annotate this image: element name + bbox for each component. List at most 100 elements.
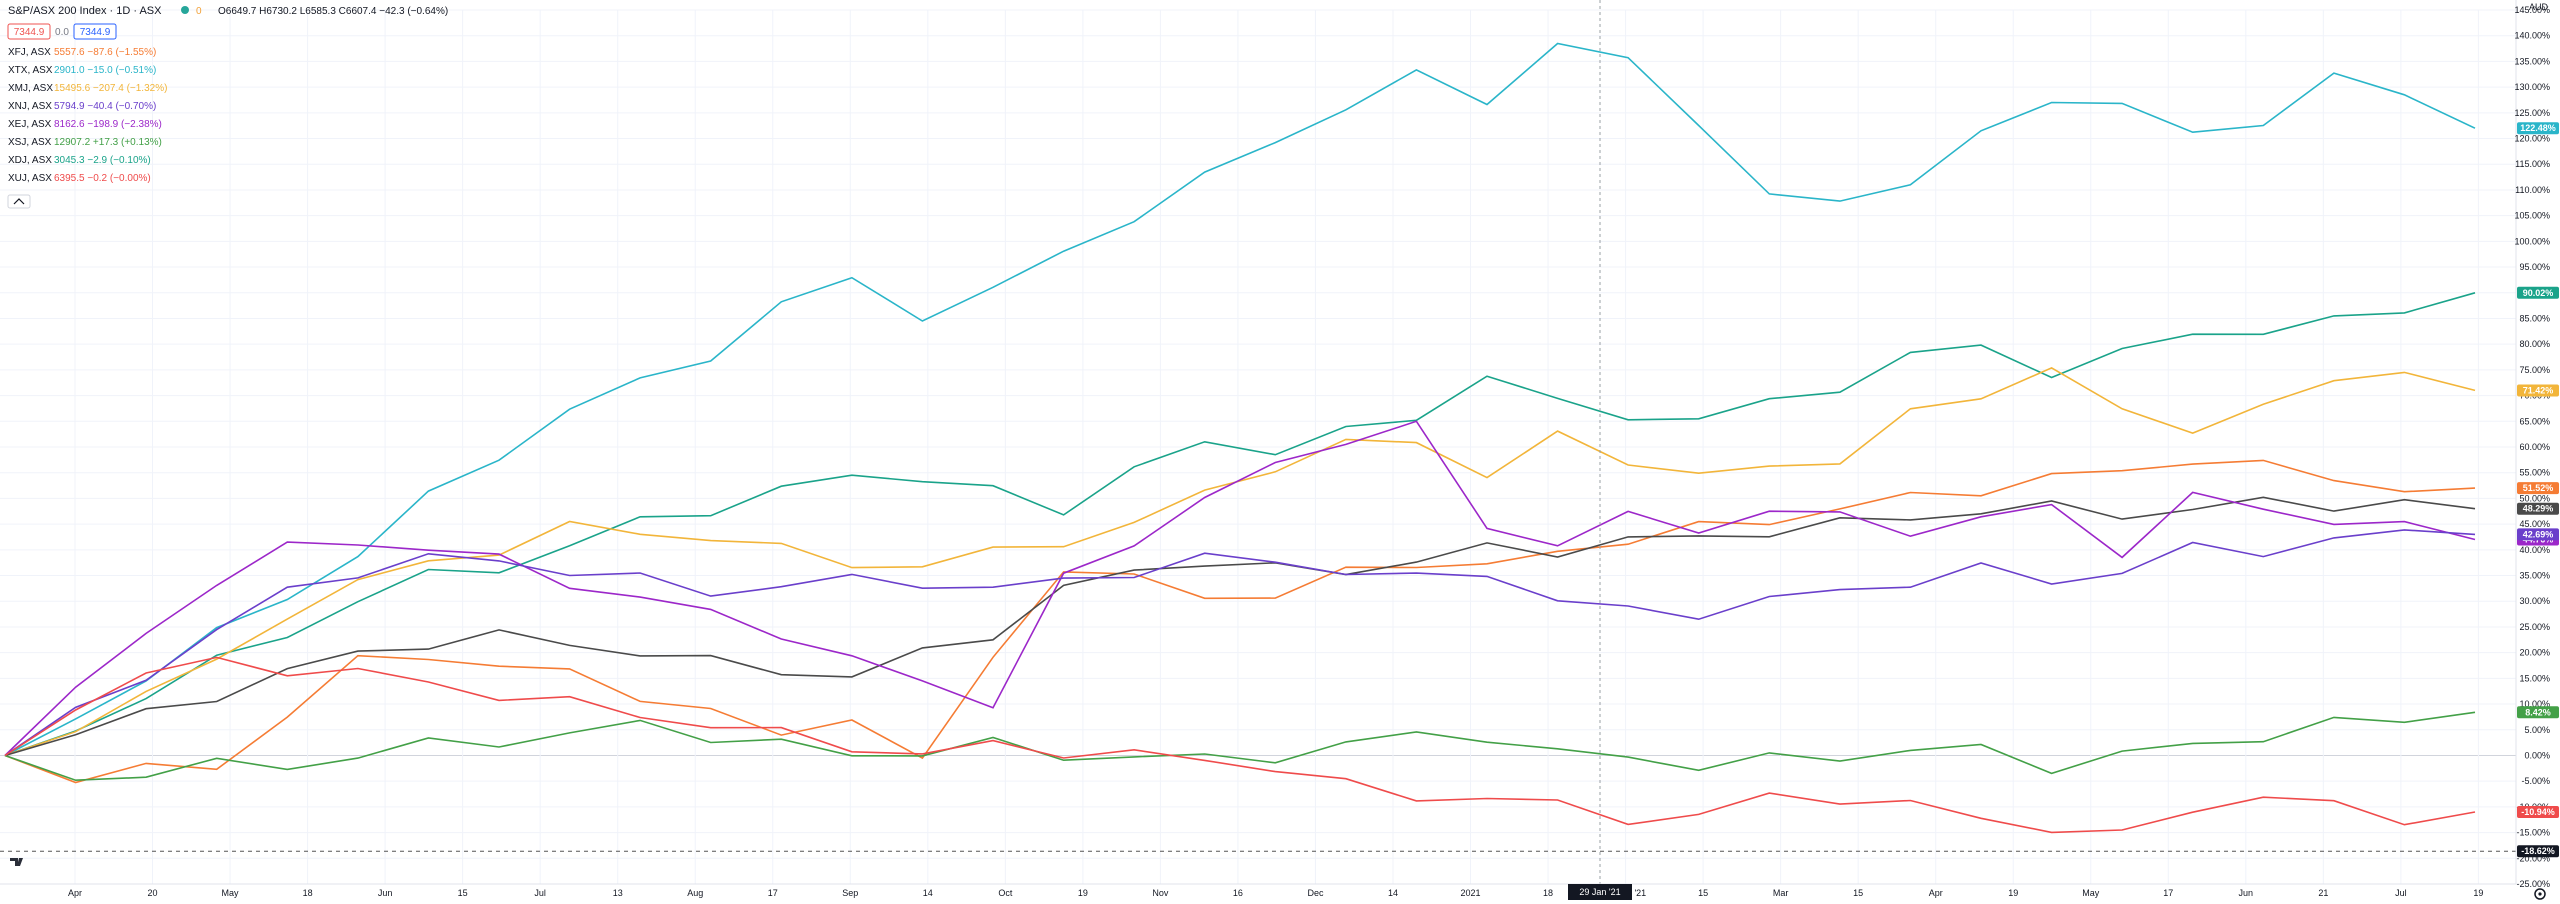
legend-symbol[interactable]: XEJ, ASX [8, 119, 52, 130]
x-tick-label: Aug [687, 888, 703, 898]
status-dot-icon [181, 6, 189, 14]
series-line [4, 42, 2476, 757]
y-tick-label: 55.00% [2519, 468, 2550, 478]
y-tick-label: 110.00% [2515, 185, 2550, 195]
x-tick-label: Jun [2239, 888, 2254, 898]
y-tick-label: 40.00% [2519, 545, 2550, 555]
series-line [4, 367, 2476, 757]
sell-price: 7344.9 [14, 27, 45, 38]
y-axis[interactable]: 145.00% 140.00% 135.00% 130.00% 125.00% 120.0… [2514, 5, 2550, 889]
legend-values: 3045.3 −2.9 (−0.10%) [54, 155, 151, 166]
legend-symbol[interactable]: XSJ, ASX [8, 137, 52, 148]
x-tick-label: Nov [1152, 888, 1169, 898]
legend-values: 6395.5 −0.2 (−0.00%) [54, 173, 151, 184]
last-value-pill [2517, 706, 2559, 719]
legend-symbol[interactable]: XFJ, ASX [8, 47, 51, 58]
y-tick-label: 0.00% [2524, 750, 2550, 760]
gear-icon[interactable] [2534, 888, 2546, 900]
x-tick-label: 17 [768, 888, 778, 898]
x-tick-label: 19 [2473, 888, 2483, 898]
series-line [4, 496, 2476, 757]
y-tick-label: 15.00% [2519, 673, 2550, 683]
spread-value: 0.0 [55, 27, 69, 38]
last-value-label: 71.42% [2523, 385, 2554, 395]
y-tick-label: -15.00% [2516, 828, 2550, 838]
chevron-up-icon [13, 198, 25, 205]
last-value-label: 8.42% [2525, 707, 2551, 717]
y-tick-label: 130.00% [2514, 82, 2550, 92]
y-tick-label: 60.00% [2519, 442, 2550, 452]
y-tick-label: -20.00% [2516, 853, 2550, 863]
x-tick-label: Jun [378, 888, 393, 898]
y-tick-label: 140.00% [2514, 31, 2550, 41]
last-value-pill [2517, 384, 2559, 397]
last-value-pill [2517, 482, 2559, 495]
y-tick-label: -25.00% [2516, 879, 2550, 889]
last-value-pill [2517, 286, 2559, 299]
x-tick-label: 13 [613, 888, 623, 898]
x-tick-label: 15 [1853, 888, 1863, 898]
crosshair-date-label [1568, 884, 1632, 900]
x-tick-label: 21 [2318, 888, 2328, 898]
collapse-legend-button[interactable] [7, 194, 31, 209]
last-value-pill [2517, 528, 2559, 541]
x-tick-label: 19 [2008, 888, 2018, 898]
y-tick-label: 30.00% [2519, 596, 2550, 606]
x-tick-label: May [222, 888, 240, 898]
y-tick-label: -5.00% [2521, 776, 2550, 786]
x-tick-label: 2021 [1461, 888, 1481, 898]
legend-symbol[interactable]: XNJ, ASX [8, 101, 52, 112]
x-tick-label: Apr [1929, 888, 1943, 898]
y-tick-label: 50.00% [2519, 493, 2550, 503]
series-layer [4, 42, 2476, 834]
y-tick-label: 20.00% [2519, 648, 2550, 658]
y-tick-label: 10.00% [2519, 699, 2550, 709]
x-tick-label: 15 [1698, 888, 1708, 898]
x-tick-label: 17 [2163, 888, 2173, 898]
x-tick-label: Oct [998, 888, 1013, 898]
x-tick-label: 18 [1543, 888, 1553, 898]
tradingview-logo-icon[interactable] [10, 858, 23, 866]
x-tick-label: 19 [1078, 888, 1088, 898]
legend-symbol[interactable]: XMJ, ASX [8, 83, 53, 94]
y-tick-label: 35.00% [2519, 571, 2550, 581]
sell-price-box[interactable] [7, 23, 51, 40]
x-tick-label: 18 [303, 888, 313, 898]
y-tick-label: 75.00% [2519, 365, 2550, 375]
ohlc-values: O6649.7 H6730.2 L6585.3 C6607.4 −42.3 (−… [218, 6, 448, 17]
y-tick-label: 125.00% [2514, 108, 2550, 118]
legend-values: 12907.2 +17.3 (+0.13%) [54, 137, 162, 148]
buy-price-box[interactable] [73, 23, 117, 40]
grid [0, 9, 2516, 885]
series-line [4, 711, 2476, 782]
series-line [4, 529, 2476, 757]
legend-values: 8162.6 −198.9 (−2.38%) [54, 119, 162, 130]
legend-symbol[interactable]: XTX, ASX [8, 65, 53, 76]
y-tick-label: 85.00% [2519, 313, 2550, 323]
series-line [4, 656, 2476, 834]
legend-values: 15495.6 −207.4 (−1.32%) [54, 83, 167, 94]
x-tick-label: Dec [1307, 888, 1324, 898]
y-tick-label: 100.00% [2514, 236, 2550, 246]
reference-value-pill [2517, 845, 2559, 858]
x-tick-label: 14 [1388, 888, 1398, 898]
last-value-label: 42.69% [2523, 529, 2554, 539]
y-tick-label: 120.00% [2514, 134, 2550, 144]
legend-symbol[interactable]: XUJ, ASX [8, 173, 52, 184]
y-tick-label: 80.00% [2519, 339, 2550, 349]
main-symbol-title[interactable]: S&P/ASX 200 Index · 1D · ASX [8, 5, 162, 17]
legend-values: 5557.6 −87.6 (−1.55%) [54, 47, 156, 58]
last-value-label: -10.94% [2521, 807, 2555, 817]
last-value-pill [2517, 122, 2559, 135]
x-tick-label: Sep [842, 888, 858, 898]
last-value-label: 122.48% [2520, 123, 2556, 133]
x-axis[interactable]: Apr 20 May 18 Jun 15 Jul 13 Aug 17 Sep 14 Oct 19 Nov 16… [68, 888, 2483, 898]
x-tick-label: 16 [1233, 888, 1243, 898]
series-line [4, 459, 2476, 784]
legend-symbol[interactable]: XDJ, ASX [8, 155, 52, 166]
x-tick-label: 14 [923, 888, 933, 898]
x-tick-label: Mar [1773, 888, 1789, 898]
y-tick-label: 145.00% [2514, 5, 2550, 15]
y-tick-label: 25.00% [2519, 622, 2550, 632]
